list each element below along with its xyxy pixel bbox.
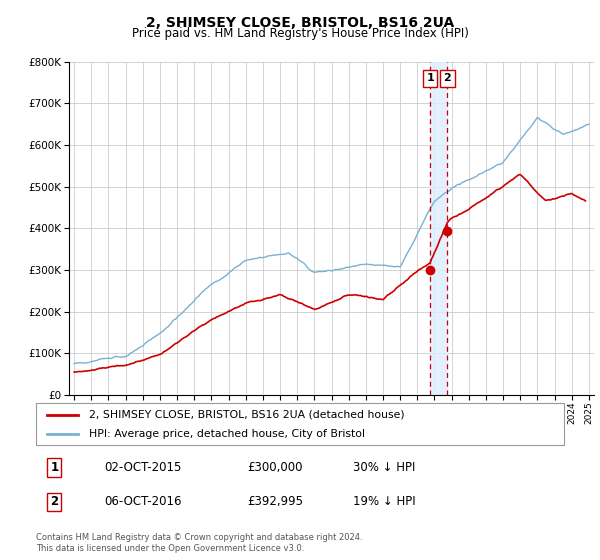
Text: 2: 2: [443, 73, 451, 83]
Text: 30% ↓ HPI: 30% ↓ HPI: [353, 461, 415, 474]
Text: Price paid vs. HM Land Registry's House Price Index (HPI): Price paid vs. HM Land Registry's House …: [131, 27, 469, 40]
Text: 1: 1: [50, 461, 59, 474]
Text: 06-OCT-2016: 06-OCT-2016: [104, 496, 182, 508]
Text: £392,995: £392,995: [247, 496, 303, 508]
Text: HPI: Average price, detached house, City of Bristol: HPI: Average price, detached house, City…: [89, 429, 365, 439]
Text: £300,000: £300,000: [247, 461, 303, 474]
Bar: [430, 62, 448, 395]
Text: 1: 1: [426, 73, 434, 83]
Text: Contains HM Land Registry data © Crown copyright and database right 2024.
This d: Contains HM Land Registry data © Crown c…: [36, 533, 362, 553]
Text: 2, SHIMSEY CLOSE, BRISTOL, BS16 2UA: 2, SHIMSEY CLOSE, BRISTOL, BS16 2UA: [146, 16, 454, 30]
Text: 02-OCT-2015: 02-OCT-2015: [104, 461, 182, 474]
Text: 2: 2: [50, 496, 59, 508]
FancyBboxPatch shape: [36, 403, 564, 445]
Text: 2, SHIMSEY CLOSE, BRISTOL, BS16 2UA (detached house): 2, SHIMSEY CLOSE, BRISTOL, BS16 2UA (det…: [89, 409, 404, 419]
Text: 19% ↓ HPI: 19% ↓ HPI: [353, 496, 415, 508]
